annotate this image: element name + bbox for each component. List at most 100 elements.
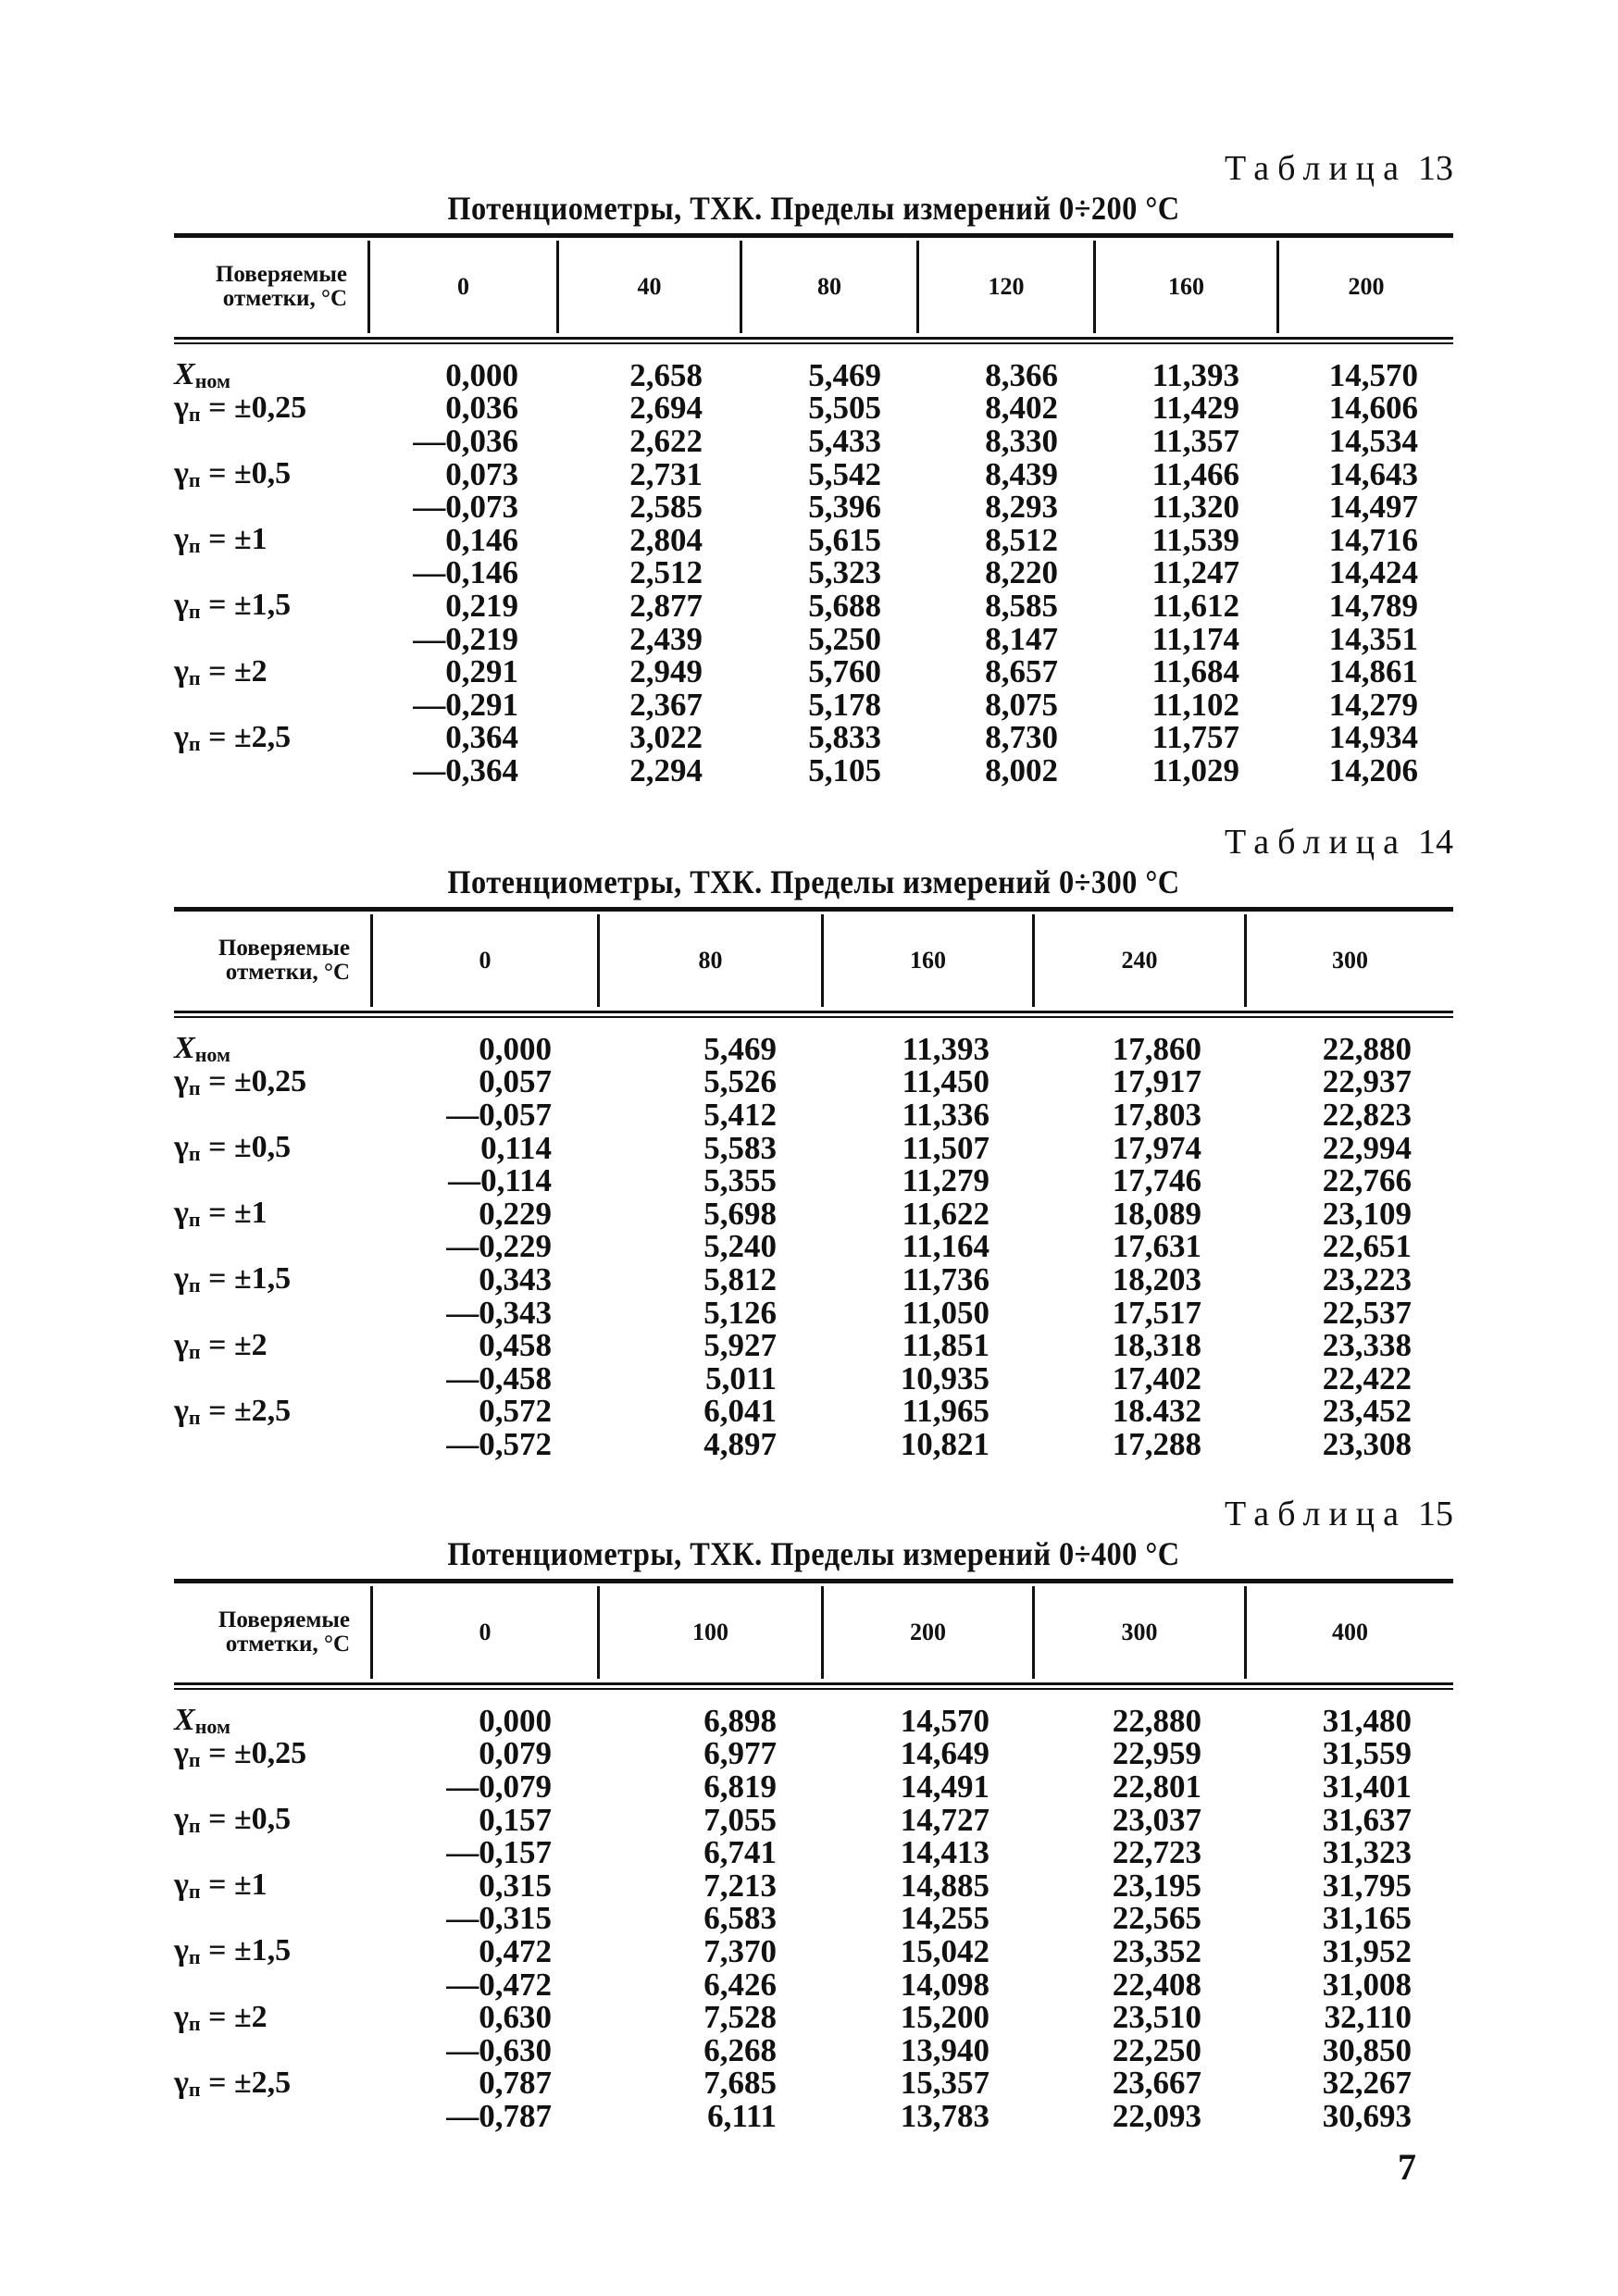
table-cell: 0,219: [445, 587, 518, 624]
table-cell: 23,037: [1112, 1801, 1201, 1838]
row-label: γп = ±1: [174, 1868, 370, 1904]
row-label-symbol: γ: [174, 522, 189, 557]
table-cell: 11,357: [1151, 422, 1239, 459]
table-cell: 14,570: [1328, 356, 1418, 393]
column-header: 200: [1276, 241, 1453, 333]
table-cell: 14,206: [1328, 751, 1418, 788]
row-label: γп = ±1,5: [174, 1933, 370, 1969]
row-label-symbol: γ: [174, 1063, 189, 1098]
table-cell: 23,338: [1322, 1327, 1412, 1364]
row-label-subscript: п: [188, 1814, 201, 1838]
header-label-cell: Поверяемые отметки, °С: [174, 914, 370, 1007]
table-row: —0,079 6,819 14,491 22,801 31,401: [174, 1769, 1453, 1805]
row-label-subscript: п: [188, 1945, 201, 1969]
table-cell: 22,537: [1322, 1294, 1412, 1331]
row-label-symbol: γ: [174, 390, 189, 425]
table-cell: 23,510: [1112, 1999, 1201, 2036]
table-cell: 11,539: [1151, 521, 1239, 558]
table-cell: 22,408: [1112, 1966, 1201, 2003]
table-cell: 22,651: [1322, 1228, 1412, 1265]
table-cell: 11,622: [902, 1195, 989, 1232]
table-cell: 17,860: [1112, 1030, 1201, 1067]
table-cell: 17,517: [1112, 1294, 1201, 1331]
table-cell: 0,572: [479, 1393, 552, 1430]
row-label: γп = ±0,25: [174, 1736, 370, 1772]
table-row: γп = ±2 0,291 2,949 5,760 8,657 11,684 14,861: [174, 653, 1453, 690]
table-14: Таблица 14 Потенциометры, ТХК. Пределы изм…: [174, 822, 1453, 1470]
table-cell: 5,812: [703, 1260, 777, 1297]
table-row: —0,057 5,412 11,336 17,803 22,823: [174, 1096, 1453, 1133]
table-row: γп = ±1,5 0,343 5,812 11,736 18,203 23,223: [174, 1260, 1453, 1297]
row-label-symbol: γ: [174, 1393, 189, 1428]
table-caption: Таблица 13: [1225, 148, 1453, 189]
row-label-value: = ±2,5: [200, 719, 292, 754]
row-label-value: = ±0,25: [200, 1735, 307, 1770]
table-cell: 6,268: [703, 2031, 777, 2068]
table-cell: 23,308: [1322, 1425, 1412, 1462]
table-cell: 2,294: [629, 751, 703, 788]
top-rule: [174, 1579, 1453, 1583]
table-cell: 2,877: [629, 587, 703, 624]
table-cell: 22,422: [1322, 1359, 1412, 1396]
table-row: —0,219 2,439 5,250 8,147 11,174 14,351: [174, 620, 1453, 657]
row-label: γп = ±2: [174, 1328, 370, 1364]
table-cell: —0,630: [446, 2031, 552, 2068]
table-cell: 22,093: [1112, 2097, 1201, 2134]
row-label: γп = ±1: [174, 522, 367, 558]
table-cell: 0,343: [479, 1260, 552, 1297]
row-label: γп = ±0,5: [174, 1130, 370, 1166]
page-number: 7: [1398, 2146, 1416, 2188]
table-cell: 8,657: [985, 653, 1058, 690]
table-cell: 11,029: [1151, 751, 1239, 788]
table-cell: 23,109: [1322, 1195, 1412, 1232]
table-cell: 5,355: [703, 1162, 777, 1199]
caption-word: Таблица: [1224, 149, 1407, 188]
header-label-line1: Поверяемые: [215, 262, 347, 287]
table-cell: 17,803: [1112, 1096, 1201, 1133]
table-cell: 6,041: [703, 1393, 777, 1430]
table-cell: 6,741: [703, 1834, 777, 1871]
row-label-value: = ±1,5: [200, 588, 292, 623]
table-cell: 31,952: [1322, 1932, 1412, 1969]
row-label-subscript: ном: [194, 369, 230, 393]
table-cell: 17,402: [1112, 1359, 1201, 1396]
row-label-subscript: п: [188, 402, 201, 426]
table-cell: 2,367: [629, 686, 703, 723]
table-cell: 11,050: [902, 1294, 989, 1331]
row-label-subscript: п: [188, 2077, 201, 2101]
caption-number: 15: [1418, 1495, 1453, 1533]
table-row: —0,472 6,426 14,098 22,408 31,008: [174, 1966, 1453, 2003]
table-cell: 5,615: [808, 521, 881, 558]
table-row: —0,630 6,268 13,940 22,250 30,850: [174, 2031, 1453, 2068]
header-label: Поверяемые отметки, °С: [218, 1608, 350, 1657]
table-cell: 22,565: [1112, 1900, 1201, 1937]
table-cell: 0,630: [479, 1999, 552, 2036]
table-cell: 11,965: [902, 1393, 989, 1430]
table-cell: 11,393: [1151, 356, 1239, 393]
table-cell: 6,898: [703, 1702, 777, 1739]
table-cell: 32,267: [1322, 2065, 1412, 2102]
row-label-symbol: γ: [174, 1868, 189, 1903]
table-cell: 31,323: [1322, 1834, 1412, 1871]
table-cell: 0,229: [479, 1195, 552, 1232]
table-row: γп = ±0,25 0,036 2,694 5,505 8,402 11,429 14,6…: [174, 390, 1453, 426]
table-cell: 4,897: [703, 1425, 777, 1462]
table-cell: 8,366: [985, 356, 1058, 393]
table-row: γп = ±2,5 0,787 7,685 15,357 23,667 32,267: [174, 2065, 1453, 2102]
table-header: Поверяемые отметки, °С 0 100 200 300 400: [174, 1586, 1453, 1679]
table-row: —0,291 2,367 5,178 8,075 11,102 14,279: [174, 686, 1453, 723]
row-label-symbol: γ: [174, 1196, 189, 1231]
table-cell: 23,223: [1322, 1260, 1412, 1297]
row-label-value: = ±2: [200, 653, 268, 689]
table-title: Потенциометры, ТХК. Пределы измерений 0÷…: [447, 1535, 1180, 1572]
table-row: γп = ±2 0,458 5,927 11,851 18,318 23,338: [174, 1327, 1453, 1364]
row-label: γп = ±2,5: [174, 1394, 370, 1430]
table-cell: 5,542: [808, 455, 881, 492]
table-cell: 10,821: [900, 1425, 989, 1462]
table-cell: —0,219: [413, 620, 518, 657]
row-label-symbol: γ: [174, 1130, 189, 1165]
row-label: γп = ±1,5: [174, 1261, 370, 1297]
column-header: 160: [1093, 241, 1276, 333]
table-cell: —0,073: [413, 489, 518, 526]
caption-word: Таблица: [1224, 1495, 1407, 1533]
